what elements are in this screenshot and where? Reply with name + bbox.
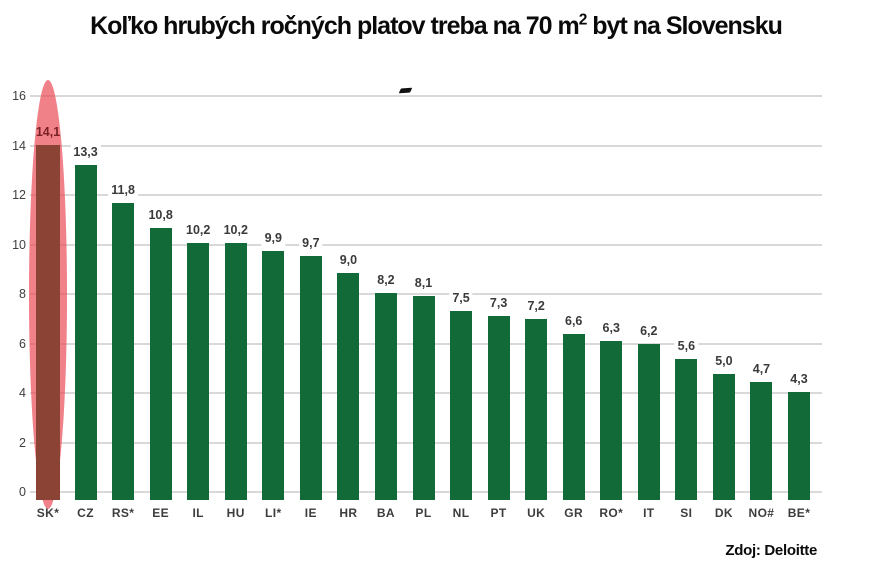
bar-PL xyxy=(412,295,435,500)
x-axis-category-label: LI* xyxy=(265,506,282,520)
bar-value-label: 10,2 xyxy=(220,221,251,238)
cropped-text-artifact xyxy=(398,87,413,94)
bar-NL xyxy=(450,311,473,500)
bar-value-label: 6,2 xyxy=(637,322,661,339)
bar-value-label: 6,3 xyxy=(599,320,623,337)
x-axis-category-label: HU xyxy=(226,506,245,520)
x-axis-category-label: RO* xyxy=(599,506,624,520)
x-axis-category-label: IE xyxy=(304,506,317,520)
bar-value-label: 7,5 xyxy=(449,290,473,306)
bar-IE xyxy=(299,255,322,500)
bar-LI* xyxy=(262,250,285,500)
bar-IT xyxy=(637,343,660,500)
bar-HR xyxy=(337,273,360,500)
bar-RO* xyxy=(600,341,623,500)
x-axis-category-label: DK xyxy=(714,506,733,520)
bar-value-label: 4,3 xyxy=(787,370,811,387)
bar-value-label: 8,2 xyxy=(374,272,398,289)
gridline-12 xyxy=(30,194,822,197)
y-axis-tick-label: 0 xyxy=(19,485,26,499)
x-axis-category-label: SK* xyxy=(36,506,60,520)
bar-SK* xyxy=(36,144,60,500)
x-axis-category-label: UK xyxy=(527,506,546,520)
x-axis-category-label: NO# xyxy=(748,506,775,520)
x-axis-category-label: BA xyxy=(376,506,396,520)
x-axis-category-label: NL xyxy=(452,506,470,520)
source-note: Zdoj: Deloitte xyxy=(725,542,817,559)
title-text-before: Koľko hrubých ročných platov treba na 70… xyxy=(90,12,580,40)
gridline-16 xyxy=(30,95,822,98)
chart-title: Koľko hrubých ročných platov treba na 70… xyxy=(0,12,872,41)
y-axis-tick-label: 16 xyxy=(12,89,26,104)
bar-value-label: 11,8 xyxy=(108,181,138,198)
bar-value-label: 6,6 xyxy=(561,312,586,329)
x-axis-category-label: BE* xyxy=(787,506,811,520)
bar-RS* xyxy=(112,202,135,500)
x-axis-category-label: IT xyxy=(643,506,655,520)
gridline-8 xyxy=(30,293,822,296)
x-axis-category-label: CZ xyxy=(77,506,94,520)
y-axis-tick-label: 10 xyxy=(12,237,26,252)
bar-HU xyxy=(224,242,247,500)
y-axis-tick-label: 8 xyxy=(19,287,26,302)
y-axis-tick-label: 2 xyxy=(19,435,26,450)
x-axis-category-label: PL xyxy=(415,506,432,520)
bar-PT xyxy=(487,316,510,500)
x-axis-category-label: EE xyxy=(152,506,170,520)
x-axis-category-label: SI xyxy=(680,506,693,520)
y-axis-tick-label: 4 xyxy=(19,386,26,401)
bar-value-label: 7,2 xyxy=(524,297,548,314)
bar-value-label: 5,0 xyxy=(712,353,736,369)
bar-GR xyxy=(562,333,585,500)
bar-BA xyxy=(374,293,397,500)
gridline-10 xyxy=(30,243,822,246)
bar-value-label: 9,9 xyxy=(261,229,285,246)
x-axis-category-label: IL xyxy=(192,506,204,520)
x-axis-category-label: RS* xyxy=(111,506,135,520)
x-axis-category-label: PT xyxy=(490,506,507,520)
bar-IL xyxy=(187,242,210,500)
bar-value-label: 13,3 xyxy=(70,143,101,160)
title-superscript: 2 xyxy=(578,11,588,29)
title-text-after: byt na Slovensku xyxy=(586,12,783,40)
bar-NO# xyxy=(750,381,773,500)
gridline-14 xyxy=(30,144,822,147)
bar-CZ xyxy=(74,164,97,500)
y-axis-tick-label: 12 xyxy=(12,188,26,203)
bar-value-label: 7,3 xyxy=(486,295,511,312)
bar-SI xyxy=(675,358,698,500)
x-axis-category-label: GR xyxy=(564,506,584,520)
bar-value-label: 4,7 xyxy=(749,360,774,377)
bar-EE xyxy=(149,227,172,500)
y-axis-tick-label: 14 xyxy=(12,138,26,153)
bar-value-label: 9,7 xyxy=(299,234,323,251)
y-axis-tick-label: 6 xyxy=(19,336,26,351)
x-axis-category-label: HR xyxy=(339,506,358,520)
bar-UK xyxy=(525,318,548,500)
bar-value-label: 10,2 xyxy=(183,221,214,238)
bar-value-label: 9,0 xyxy=(336,252,361,269)
bar-DK xyxy=(712,374,735,500)
bar-value-label: 14,1 xyxy=(35,124,61,139)
bar-value-label: 5,6 xyxy=(674,337,699,354)
bar-BE* xyxy=(788,391,810,500)
bar-value-label: 8,1 xyxy=(411,274,436,291)
bar-value-label: 10,8 xyxy=(145,206,176,223)
